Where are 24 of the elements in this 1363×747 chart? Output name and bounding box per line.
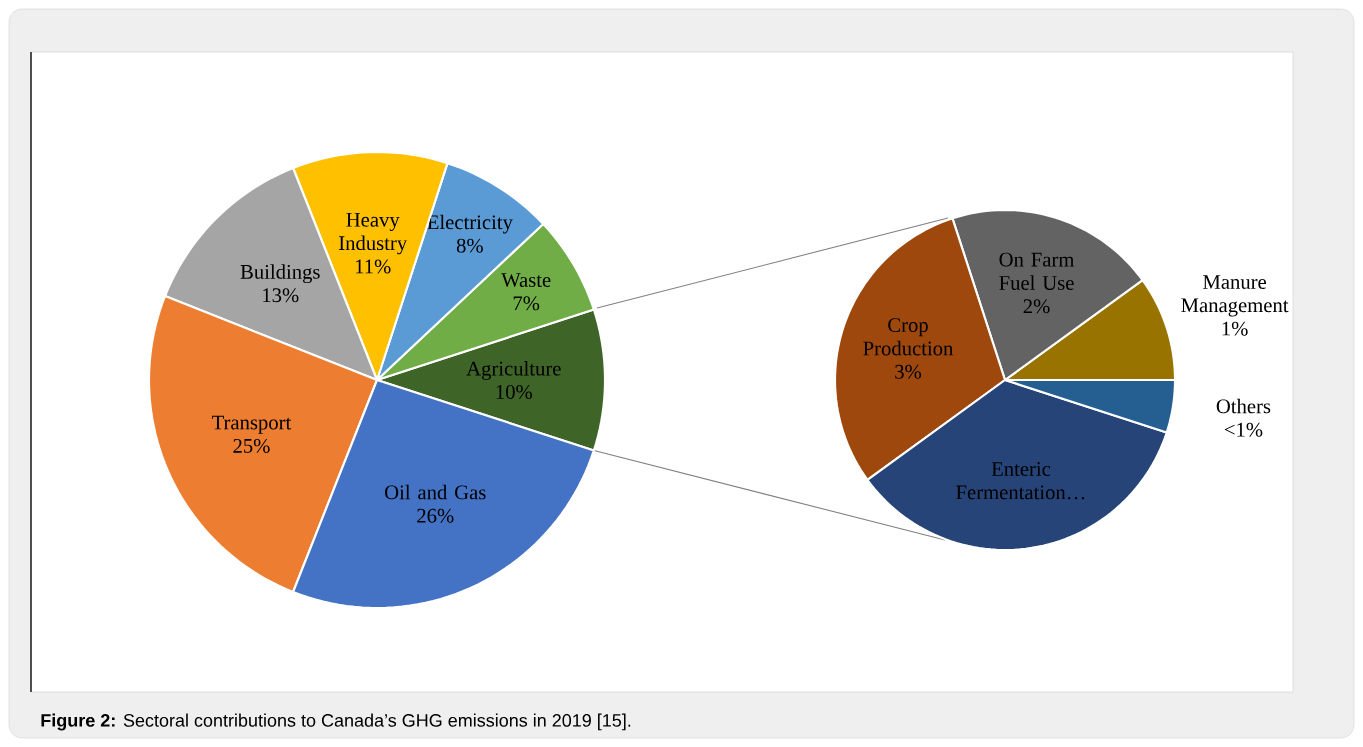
data-label: 3% bbox=[895, 364, 922, 379]
slice-label: Buildings bbox=[240, 264, 320, 284]
slice-label: Agriculture bbox=[466, 361, 561, 380]
data-label: 2% bbox=[1023, 299, 1050, 314]
slice-label: Oil and Gas bbox=[385, 484, 486, 500]
slice-label: Heavy Industry bbox=[339, 213, 408, 255]
data-label: 7% bbox=[513, 296, 540, 311]
slice-label: Crop Production bbox=[863, 318, 954, 356]
slice-label: On Farm Fuel Use bbox=[999, 252, 1075, 290]
slice-label: Manure Management bbox=[1181, 275, 1289, 317]
slice-label: Others bbox=[1216, 398, 1271, 414]
data-label: 8% bbox=[456, 238, 483, 253]
data-label: 25% bbox=[233, 438, 270, 453]
data-label: 26% bbox=[417, 508, 454, 523]
slice-label: Waste bbox=[501, 273, 551, 288]
text: Figure 2: Sectoral contributions to Canada’s GHG emissions in 2019 [15]. bbox=[41, 713, 631, 731]
slice-label: Electricity bbox=[427, 214, 513, 234]
slice-label: Transport bbox=[212, 415, 292, 434]
data-label: <1% bbox=[1224, 422, 1263, 437]
data-label: 11% bbox=[355, 259, 391, 274]
data-label: 13% bbox=[263, 288, 299, 303]
data-label: 10% bbox=[496, 384, 533, 399]
data-label: 1% bbox=[1222, 321, 1248, 336]
slice-label: Enteric Fermentation… bbox=[956, 462, 1085, 500]
